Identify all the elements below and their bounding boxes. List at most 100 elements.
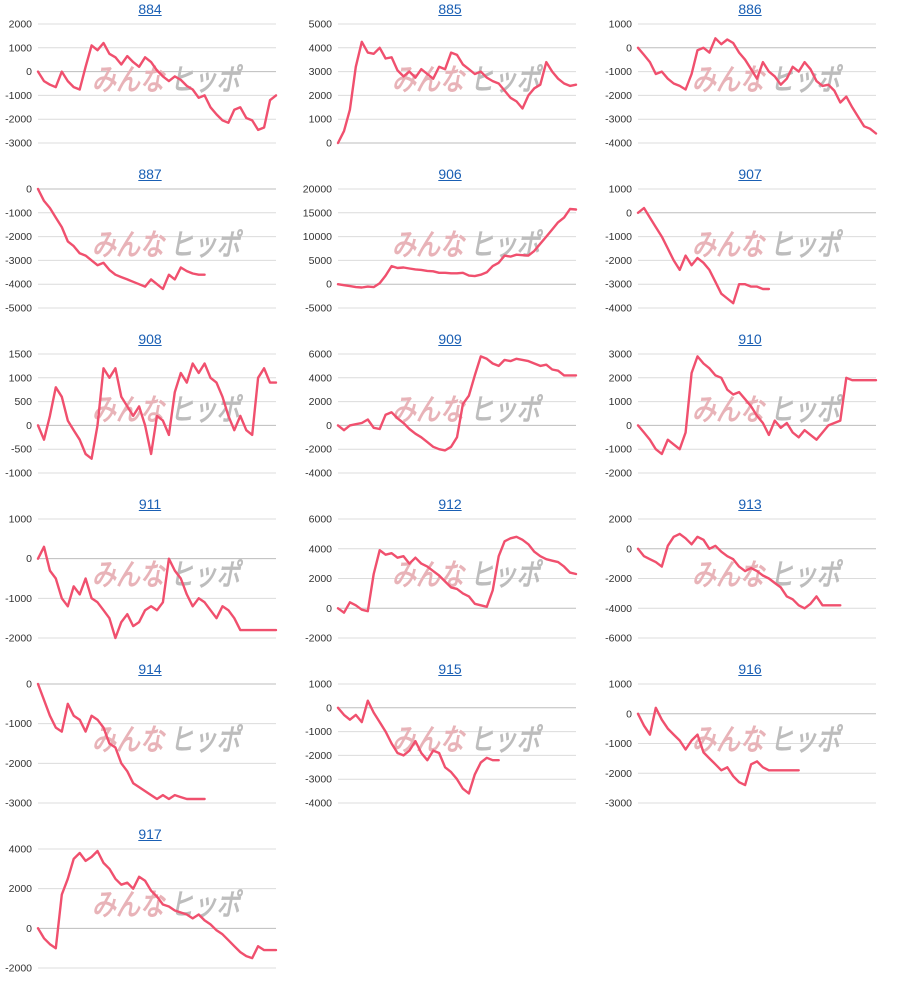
y-tick-label: 2000 [609, 372, 633, 384]
chart-panel: 911 1000 0 -1000 -2000 みんな ヒッポ [0, 495, 300, 660]
y-tick-label: 0 [26, 184, 32, 196]
y-tick-label: 6000 [309, 349, 333, 361]
y-tick-label: 5000 [309, 19, 333, 31]
y-tick-label: -1000 [605, 66, 632, 78]
y-tick-label: -4000 [605, 138, 632, 150]
line-chart: 2000 1000 0 -1000 -2000 -3000 みんな ヒッポ [5, 19, 278, 150]
y-tick-label: 4000 [309, 543, 333, 555]
watermark-logo: みんな ヒッポ [92, 393, 244, 428]
chart-panel: 887 0 -1000 -2000 -3000 -4000 -5000 みんな ヒッポ [0, 165, 300, 330]
chart-title-link[interactable]: 913 [738, 496, 762, 512]
y-tick-label: -2000 [305, 633, 332, 645]
y-tick-label: 3000 [609, 349, 633, 361]
y-tick-label: -2000 [305, 444, 332, 456]
chart-title-link[interactable]: 884 [138, 1, 162, 17]
svg-text:みんな: みんな [692, 393, 766, 428]
chart-title-link[interactable]: 907 [738, 166, 762, 182]
watermark-logo: みんな ヒッポ [692, 63, 844, 98]
chart-panel: 884 2000 1000 0 -1000 -2000 -3000 みんな ヒッポ [0, 0, 300, 165]
line-chart: 1000 0 -1000 -2000 -3000 -4000 みんな ヒッポ [305, 679, 576, 810]
series-line [336, 535, 578, 614]
svg-text:ヒッポ: ヒッポ [470, 723, 544, 758]
chart-title-link[interactable]: 916 [738, 661, 762, 677]
y-tick-label: 1000 [609, 396, 633, 408]
y-tick-label: 0 [26, 923, 32, 935]
y-tick-label: -1000 [605, 738, 632, 750]
y-tick-label: 3000 [309, 66, 333, 78]
chart-title-link[interactable]: 906 [438, 166, 462, 182]
chart-title-link[interactable]: 914 [138, 661, 162, 677]
series-line [36, 849, 278, 960]
series-line [36, 41, 278, 132]
chart-title-link[interactable]: 887 [138, 166, 162, 182]
svg-text:みんな: みんな [92, 558, 166, 593]
svg-text:ヒッポ: ヒッポ [470, 558, 544, 593]
series-line [636, 532, 842, 610]
line-chart: 1000 0 -1000 -2000 -3000 -4000 みんな ヒッポ [605, 19, 878, 150]
line-chart: 4000 2000 0 -2000 みんな ヒッポ [5, 844, 278, 975]
y-tick-label: 0 [26, 553, 32, 565]
y-tick-label: 0 [26, 679, 32, 691]
watermark-logo: みんな ヒッポ [692, 558, 844, 593]
chart-title-link[interactable]: 911 [138, 496, 162, 512]
line-chart: 20000 15000 10000 5000 0 -5000 みんな ヒッポ [303, 184, 578, 315]
y-tick-label: -1000 [5, 593, 32, 605]
watermark-logo: みんな ヒッポ [692, 228, 844, 263]
chart-panel: 906 20000 15000 10000 5000 0 -5000 みんな ヒッポ [300, 165, 600, 330]
line-chart: 1000 0 -1000 -2000 -3000 -4000 みんな ヒッポ [605, 184, 876, 315]
watermark-logo: みんな ヒッポ [392, 723, 544, 758]
y-tick-label: -2000 [5, 231, 32, 243]
y-tick-label: -4000 [605, 303, 632, 315]
chart-panel: 914 0 -1000 -2000 -3000 みんな ヒッポ [0, 660, 300, 825]
chart-title-link[interactable]: 917 [138, 826, 162, 842]
line-chart: 3000 2000 1000 0 -1000 -2000 みんな ヒッポ [605, 349, 878, 480]
series-line [636, 37, 878, 135]
y-tick-label: 2000 [309, 90, 333, 102]
line-chart: 1000 0 -1000 -2000 みんな ヒッポ [5, 514, 278, 645]
chart-title-link[interactable]: 912 [438, 496, 462, 512]
line-chart: 0 -1000 -2000 -3000 -4000 -5000 みんな ヒッポ [5, 184, 276, 315]
svg-text:ヒッポ: ヒッポ [170, 888, 244, 923]
y-tick-label: -3000 [5, 255, 32, 267]
chart-title-link[interactable]: 908 [138, 331, 162, 347]
y-tick-label: 0 [326, 420, 332, 432]
y-tick-label: -3000 [305, 774, 332, 786]
svg-text:みんな: みんな [692, 63, 766, 98]
watermark-logo: みんな ヒッポ [92, 63, 244, 98]
y-tick-label: 0 [26, 420, 32, 432]
y-tick-label: -3000 [5, 138, 32, 150]
chart-title-link[interactable]: 910 [738, 331, 762, 347]
chart-title-link[interactable]: 885 [438, 1, 462, 17]
chart-panel: 885 5000 4000 3000 2000 1000 0 みんな ヒッポ [300, 0, 600, 165]
y-tick-label: -2000 [305, 750, 332, 762]
chart-title-link[interactable]: 915 [438, 661, 462, 677]
y-tick-label: -2000 [605, 768, 632, 780]
y-tick-label: -1000 [605, 444, 632, 456]
chart-panel: 908 1500 1000 500 0 -500 -1000 みんな ヒッポ [0, 330, 300, 495]
chart-title-link[interactable]: 886 [738, 1, 762, 17]
y-tick-label: 10000 [303, 231, 332, 243]
y-tick-label: 1000 [609, 19, 633, 31]
svg-text:ヒッポ: ヒッポ [770, 63, 844, 98]
y-tick-label: -1000 [5, 207, 32, 219]
y-tick-label: -2000 [605, 468, 632, 480]
y-tick-label: -3000 [605, 279, 632, 291]
y-tick-label: -4000 [605, 603, 632, 615]
svg-text:ヒッポ: ヒッポ [770, 558, 844, 593]
y-tick-label: 0 [626, 708, 632, 720]
y-tick-label: 0 [626, 207, 632, 219]
chart-panel: 886 1000 0 -1000 -2000 -3000 -4000 みんな ヒッポ [600, 0, 900, 165]
svg-text:みんな: みんな [392, 63, 466, 98]
chart-panel: 909 6000 4000 2000 0 -2000 -4000 みんな ヒッポ [300, 330, 600, 495]
y-tick-label: 0 [626, 543, 632, 555]
y-tick-label: 500 [14, 396, 32, 408]
y-tick-label: -2000 [605, 573, 632, 585]
svg-text:みんな: みんな [392, 393, 466, 428]
y-tick-label: -2000 [5, 114, 32, 126]
series-line [36, 682, 206, 801]
chart-panel: 913 2000 0 -2000 -4000 -6000 みんな ヒッポ [600, 495, 900, 660]
y-tick-label: -5000 [5, 303, 32, 315]
chart-title-link[interactable]: 909 [438, 331, 462, 347]
svg-text:ヒッポ: ヒッポ [170, 723, 244, 758]
y-tick-label: 1000 [9, 42, 33, 54]
